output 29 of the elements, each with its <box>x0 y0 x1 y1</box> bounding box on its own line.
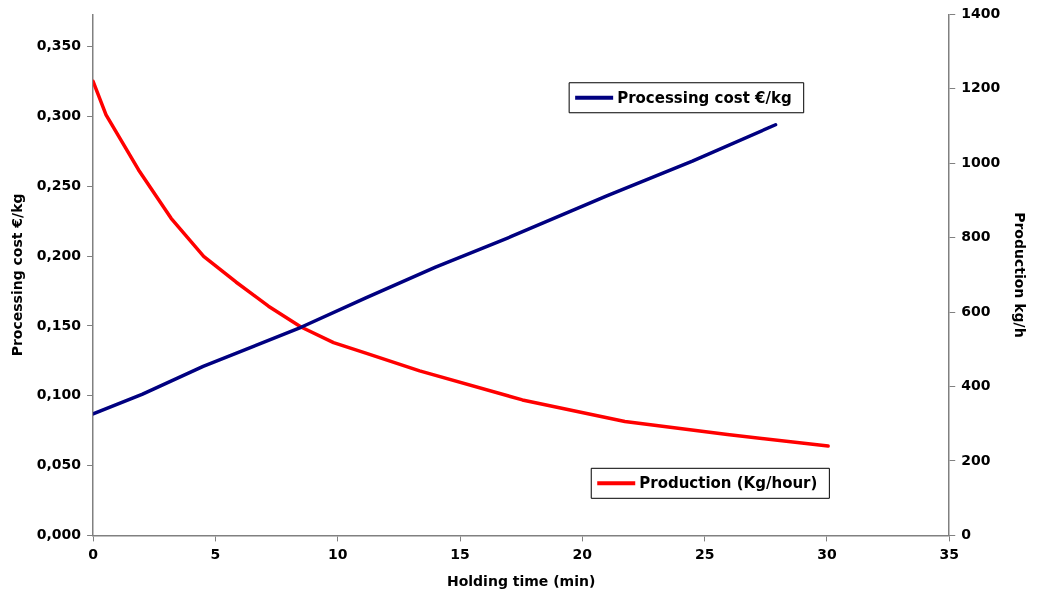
y-tick-label: 0,200 <box>36 246 82 263</box>
y-tick-label: 0,100 <box>36 386 82 403</box>
y2-tick-label: 800 <box>961 228 991 245</box>
y2-tick-label: 400 <box>961 377 991 394</box>
y-tick-label: 0,050 <box>36 456 82 473</box>
x-tick-label: 25 <box>694 546 715 563</box>
y-tick-label: 0,150 <box>36 316 82 333</box>
y2-tick-label: 1200 <box>961 79 1001 96</box>
x-tick-label: 35 <box>939 546 959 563</box>
x-tick-label: 15 <box>450 546 470 563</box>
x-tick-label: 20 <box>572 546 593 563</box>
y-tick-label: 0,300 <box>36 107 82 124</box>
y2-tick-label: 600 <box>961 302 991 319</box>
y2-tick-label: 1000 <box>961 153 1001 170</box>
y2-tick-label: 1400 <box>961 5 1001 22</box>
y2-tick-label: 200 <box>961 451 991 468</box>
x-tick-label: 30 <box>817 546 837 563</box>
y-tick-label: 0,000 <box>36 526 82 543</box>
x-tick-label: 10 <box>327 546 348 563</box>
x-tick-label: 0 <box>88 546 99 563</box>
y-tick-label: 0,250 <box>36 176 82 193</box>
y-axis-title: Processing cost €/kg <box>9 193 26 357</box>
y2-axis-title: Production kg/h <box>1011 212 1028 338</box>
legend-label: Processing cost €/kg <box>617 88 792 107</box>
y2-tick-label: 0 <box>961 526 972 543</box>
x-axis-title: Holding time (min) <box>446 573 596 590</box>
legend-label: Production (Kg/hour) <box>639 474 818 493</box>
y-tick-label: 0,350 <box>36 37 82 54</box>
x-tick-label: 5 <box>210 546 221 563</box>
